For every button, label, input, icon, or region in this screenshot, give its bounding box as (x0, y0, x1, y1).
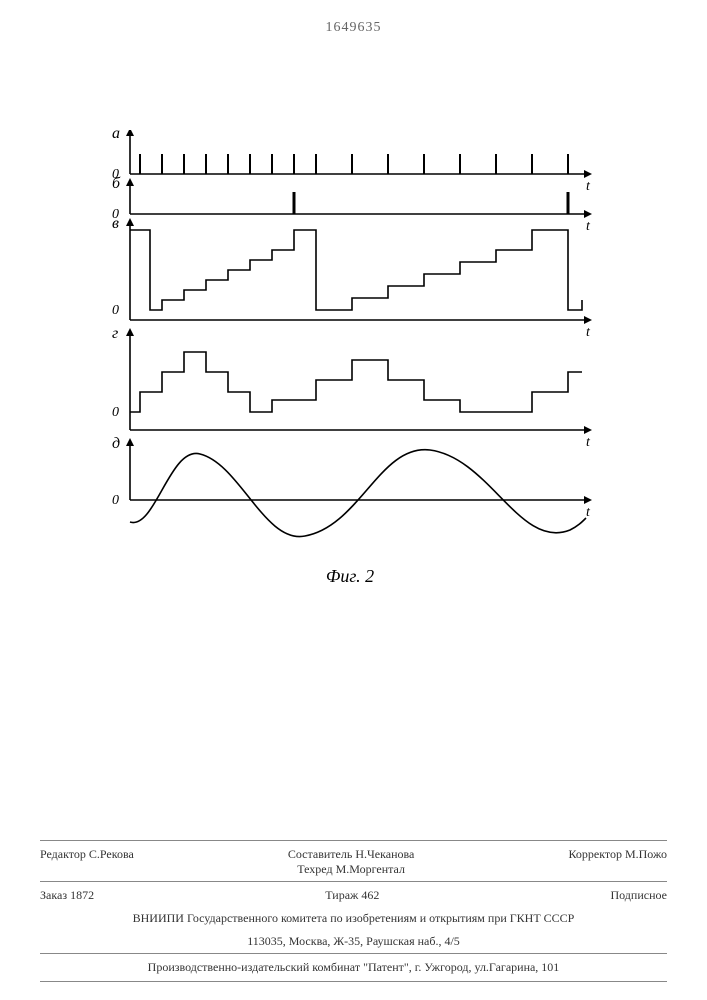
address-line: 113035, Москва, Ж-35, Раушская наб., 4/5 (40, 930, 667, 953)
svg-text:t: t (586, 179, 591, 194)
circulation: Тираж 462 (325, 888, 379, 903)
svg-text:t: t (586, 505, 591, 520)
printer-line: Производственно-издательский комбинат "П… (40, 953, 667, 982)
compiler-tech: Составитель Н.Чеканова Техред М.Моргента… (288, 847, 415, 877)
svg-text:t: t (586, 325, 591, 340)
svg-text:t: t (586, 219, 591, 234)
corrector: Корректор М.Пожо (568, 847, 667, 877)
svg-text:0: 0 (112, 303, 119, 318)
footer: Редактор С.Рекова Составитель Н.Чеканова… (40, 840, 667, 982)
org-line: ВНИИПИ Государственного комитета по изоб… (40, 907, 667, 930)
order: Заказ 1872 (40, 888, 94, 903)
svg-text:а: а (112, 130, 120, 142)
document-number: 1649635 (0, 20, 707, 36)
editor: Редактор С.Рекова (40, 847, 134, 877)
svg-text:Фиг. 2: Фиг. 2 (326, 566, 374, 586)
figure-2: а0tб0tв0tг0tд0tФиг. 2 (100, 130, 600, 590)
svg-text:б: б (112, 175, 121, 192)
subscription: Подписное (610, 888, 667, 903)
svg-text:д: д (112, 435, 120, 452)
svg-text:в: в (112, 215, 119, 232)
svg-text:0: 0 (112, 405, 119, 420)
svg-text:0: 0 (112, 493, 119, 508)
svg-text:г: г (112, 325, 118, 342)
svg-text:t: t (586, 435, 591, 450)
